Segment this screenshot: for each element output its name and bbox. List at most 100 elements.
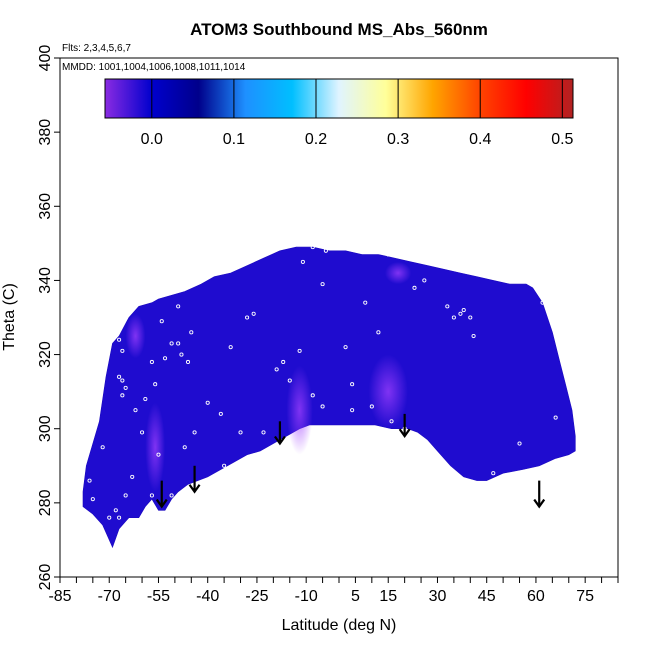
arrow-marker [155,480,168,509]
y-tick-label: 360 [37,193,54,220]
sample-point [471,333,476,339]
sample-point [238,430,243,435]
sample-point [350,382,355,387]
sample-point [117,337,122,342]
sample-point [120,393,125,398]
x-tick-label: 60 [527,588,545,605]
sample-point [274,367,279,372]
sample-point [189,330,194,335]
sample-point [123,385,128,390]
field-enhancement [125,313,146,359]
x-tick-label: 30 [429,588,447,605]
sample-point [222,463,227,468]
sample-point [320,282,325,287]
x-tick-label: 5 [351,588,360,605]
sample-point [162,356,168,361]
field-enhancement [384,261,412,285]
sample-point [117,374,122,379]
sample-point [153,382,158,387]
colorbar-tick-label: 0.1 [223,131,245,148]
arrows [155,413,546,509]
colorbar-gradient [104,78,574,119]
sample-point [491,471,496,476]
arrow-marker [398,413,411,439]
sample-point [412,285,417,290]
colorbar-tick-label: 0.0 [141,131,163,148]
field-layer [82,246,576,549]
x-tick-label: 15 [379,588,397,605]
y-tick-label: 280 [37,489,54,516]
sample-point [369,404,374,409]
sample-point [120,378,125,383]
sample-point [123,493,128,498]
sample-point [248,456,253,461]
y-axis: 260 280 300 320 340 360 380 400 [37,45,60,591]
colorbar-tick-label: 0.4 [469,131,491,148]
sample-point [389,419,394,424]
sample-point [228,345,233,350]
field-enhancement [368,354,408,429]
y-tick-label: 260 [37,564,54,591]
sample-point [281,359,286,365]
sample-point [363,300,368,305]
sample-point [310,245,315,250]
sample-point [386,252,391,257]
colorbar: 0.0 0.1 0.2 0.3 0.4 0.5 [104,78,574,148]
sample-point [113,508,118,513]
sample-point [261,430,266,435]
sample-point [120,348,125,353]
x-tick-label: 75 [576,588,594,605]
x-tick-label: -10 [295,588,318,605]
sample-point [320,404,325,409]
sample-point [422,278,427,283]
y-axis-label: Theta (C) [1,283,18,351]
sample-point [159,319,164,324]
sample-point [517,441,522,446]
sample-point [350,408,355,413]
sample-point [192,430,197,435]
field-enhancement [145,402,166,492]
arrow-marker [274,421,286,446]
sample-point [218,411,223,416]
sample-point [149,359,154,365]
sample-point [468,315,473,320]
colorbar-tick-label: 0.3 [387,131,409,148]
sample-point [205,400,210,405]
flights-label: Flts: 2,3,4,5,6,7 [62,43,131,54]
sample-point [117,515,122,520]
sample-point [179,352,184,357]
y-tick-label: 380 [37,119,54,146]
sample-point [182,445,187,450]
sample-point [176,341,181,346]
sample-point [323,248,328,253]
y-tick-label: 340 [37,267,54,294]
sample-point [336,245,342,250]
colorbar-tick-label: 0.2 [305,131,327,148]
sample-point [90,497,95,502]
sample-point [245,315,250,320]
sample-point [461,308,466,313]
sample-point [458,311,463,316]
chart-title: ATOM3 Southbound MS_Abs_560nm [190,20,488,39]
sample-point [376,330,381,335]
sample-point [553,415,558,420]
sample-point [169,493,174,498]
sample-point [445,304,450,309]
sample-point [169,341,174,346]
sample-point [185,359,191,365]
sample-point [107,515,112,520]
sample-points [87,245,558,520]
x-tick-label: 45 [478,588,496,605]
arrow-marker [188,465,201,494]
sample-point [143,397,148,402]
sample-point [300,259,305,264]
sample-point [149,493,154,498]
sample-point [251,311,256,316]
colorbar-tick-label: 0.5 [551,131,573,148]
sample-point [100,445,105,450]
x-axis-label: Latitude (deg N) [282,617,397,634]
sample-point [287,378,292,383]
sample-point [540,300,545,305]
x-tick-label: -85 [48,588,71,605]
